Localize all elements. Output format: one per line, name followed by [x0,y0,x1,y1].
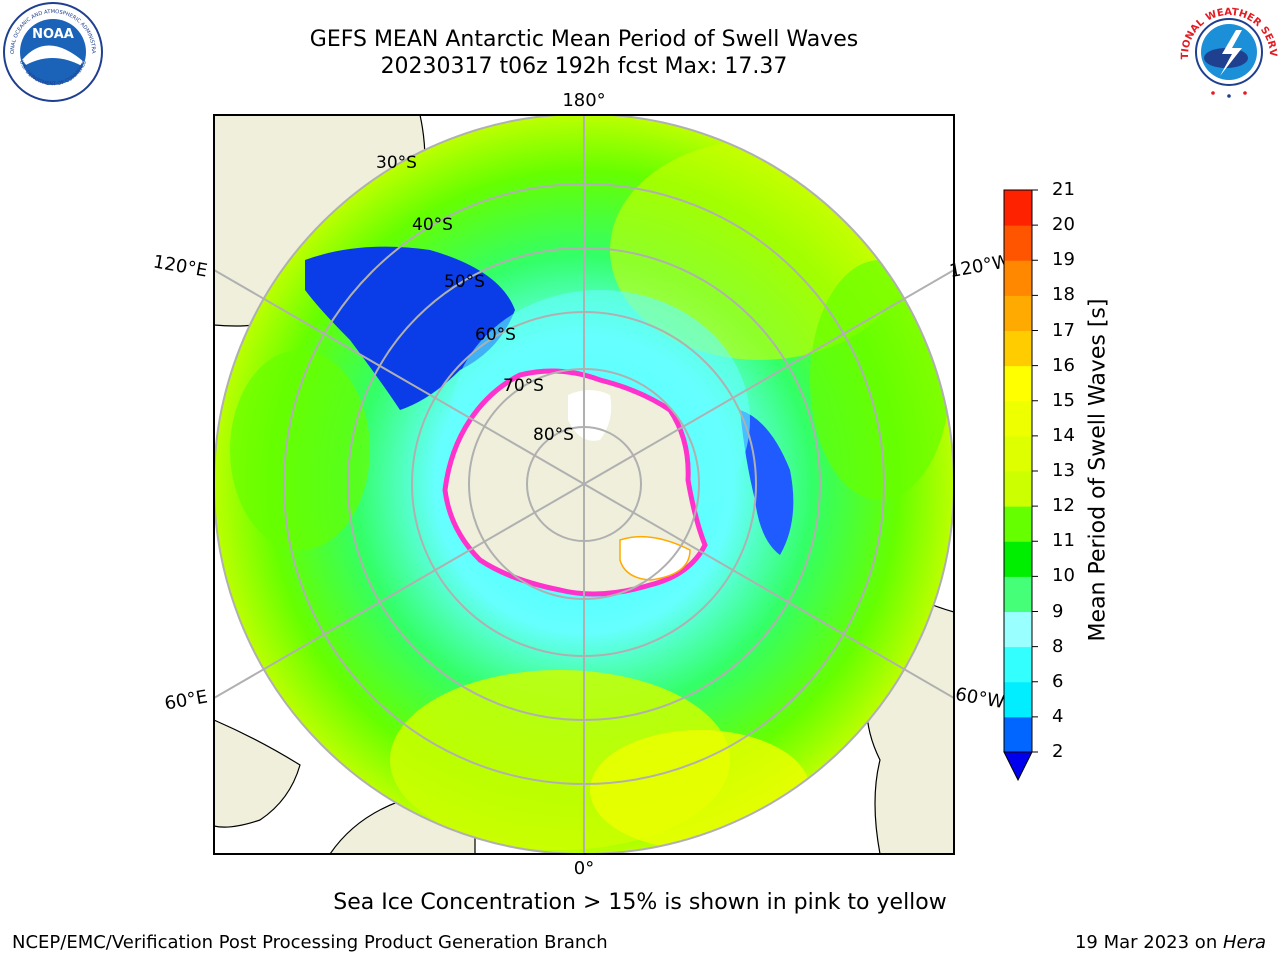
sea-ice-note: Sea Ice Concentration > 15% is shown in … [333,890,947,915]
colorbar-swatch [1004,295,1032,331]
colorbar-swatch [1004,541,1032,577]
producer-credit: NCEP/EMC/Verification Post Processing Pr… [12,932,608,953]
lat-label-60s: 60°S [475,325,516,345]
colorbar-tick-label: 8 [1052,635,1064,657]
noaa-logo: NOAA NATIONAL OCEANIC AND ATMOSPHERIC AD… [2,0,103,102]
map-title: GEFS MEAN Antarctic Mean Period of Swell… [309,27,859,52]
colorbar-swatch [1004,190,1032,226]
lon-label-0: 0° [574,858,594,879]
colorbar-tick-label: 12 [1052,495,1075,517]
lat-label-40s: 40°S [412,215,453,235]
colorbar-tick-label: 21 [1052,179,1075,200]
colorbar-tick-label: 9 [1052,600,1064,622]
colorbar-tick-label: 2 [1052,741,1064,762]
lon-label-60e: 60°E [163,686,209,714]
lon-label-180: 180° [562,90,605,111]
map-subtitle: 20230317 t06z 192h fcst Max: 17.37 [380,54,788,79]
colorbar-swatch [1004,435,1032,472]
colorbar-tick-label: 17 [1052,319,1075,341]
colorbar-tick-label: 14 [1052,424,1075,446]
colorbar-swatch [1004,225,1032,261]
colorbar-title: Mean Period of Swell Waves [s] [1085,298,1111,642]
nws-logo: NATIONAL WEATHER SERVICE [1178,0,1278,98]
colorbar-tick-label: 4 [1052,705,1064,727]
lat-label-80s: 80°S [533,425,574,445]
map-frame [213,114,955,855]
colorbar-swatch [1004,330,1032,367]
colorbar-swatch [1004,260,1032,296]
colorbar-swatch [1004,716,1032,753]
colorbar-swatch [1004,400,1032,437]
colorbar-tick-label: 15 [1052,389,1075,411]
lat-label-70s: 70°S [503,376,544,396]
colorbar-tick-label: 19 [1052,249,1075,271]
noaa-logo-text: NOAA [32,27,74,42]
run-date-text: 19 Mar 2023 on [1074,932,1223,953]
weddell-sea-ice [619,535,691,581]
colorbar-swatch [1004,471,1032,507]
graticule [214,115,954,854]
lon-label-120e: 120°E [151,251,209,281]
colorbar-swatch [1004,576,1032,612]
colorbar-tick-label: 11 [1052,530,1075,552]
lat-label-30s: 30°S [376,153,417,173]
colorbar-tick-label: 6 [1052,670,1064,692]
lat-label-50s: 50°S [444,272,485,292]
colorbar-tick-label: 16 [1052,354,1075,376]
colorbar-tick-label: 20 [1052,214,1075,236]
colorbar-tick-label: 18 [1052,284,1075,306]
colorbar [1003,189,1038,782]
colorbar-swatch [1004,365,1032,402]
colorbar-swatch [1004,646,1032,683]
colorbar-swatch [1004,506,1032,542]
colorbar-tick-label: 13 [1052,460,1075,481]
run-date: 19 Mar 2023 on Hera [1075,932,1266,953]
colorbar-tick-label: 10 [1052,565,1075,587]
colorbar-swatch [1004,611,1032,648]
africa-land [214,719,301,828]
run-host: Hera [1222,932,1266,953]
lon-label-60w: 60°W [954,684,1007,713]
sea-ice-edge [442,368,708,597]
colorbar-swatch [1004,681,1032,718]
colorbar-under-arrow [1003,751,1033,782]
